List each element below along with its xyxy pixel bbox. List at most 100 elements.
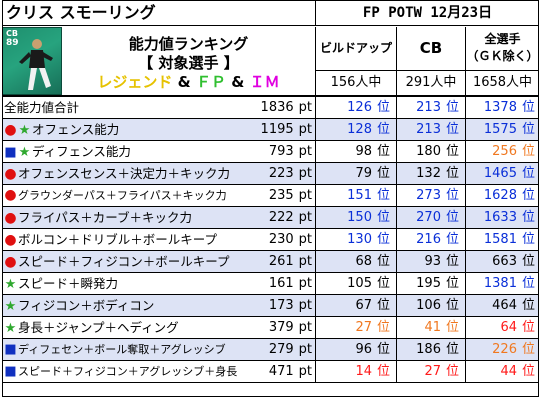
rank-buildup: 96 位 [315,339,396,360]
points-value: 161 [268,276,294,291]
points-value: 279 [268,342,294,357]
rank-value: 132 [416,166,441,181]
defense-square-icon: ■ [4,342,17,357]
row-label-text: オフェンス能力 [32,122,120,137]
rank-unit: 位 [376,364,390,379]
rank-buildup: 27 位 [315,317,396,338]
rank-value: 1633 [483,210,517,225]
row-label: ●スピード＋フィジコン＋ボールキープ [4,251,260,272]
table-row: ● ★ オフェンス能力 1195 pt 128 位 213 位 1575 位 [2,119,539,141]
table-row: ★ フィジコン＋ボディコン 173 pt 67 位 106 位 464 位 [2,295,539,317]
row-label-text: 全能力値合計 [4,100,80,115]
points-value: 222 [268,210,294,225]
rank-value: 105 [347,276,372,291]
column-header-all: 全選手 （ＧＫ除く） [465,27,539,70]
category-im: ＩＭ [249,73,280,91]
column-count-all: 1658人中 [465,70,539,95]
row-points: 223 pt [260,163,315,184]
column-count-cb: 291人中 [396,70,465,95]
rank-cb: 41 位 [396,317,465,338]
row-label-text: ディフェンス能力 [32,144,131,159]
rank-value: 1465 [483,166,517,181]
rank-value: 128 [347,122,372,137]
row-label-text: フィジコン＋ボディコン [18,298,155,313]
rank-buildup: 79 位 [315,163,396,184]
rank-buildup: 98 位 [315,141,396,162]
rank-unit: 位 [521,188,535,203]
points-value: 379 [268,320,294,335]
rank-all: 1465 位 [465,163,539,184]
rank-value: 663 [492,254,517,269]
rank-value: 180 [416,144,441,159]
points-value: 173 [268,298,294,313]
points-unit: pt [298,188,312,203]
row-label: ■スピード＋フィジコン＋アグレッシブ＋身長 [4,361,260,382]
star-icon: ★ [4,277,17,292]
row-label-text: ディフェセン＋ボール奪取＋アグレッシブ [18,343,226,356]
table-row: ●オフェンスセンス＋決定力＋キック力 223 pt 79 位 132 位 1465 位 [2,163,539,185]
points-unit: pt [298,166,312,181]
rank-cb: 186 位 [396,339,465,360]
player-card-image: CB 89 [2,27,62,95]
rank-unit: 位 [445,144,459,159]
rank-value: 464 [492,298,517,313]
rank-unit: 位 [521,320,535,335]
column-header-all-line2: （ＧＫ除く） [466,49,539,63]
target-categories: レジェンド & ＦＰ & ＩＭ [62,71,315,92]
rank-buildup: 105 位 [315,273,396,294]
offense-dot-icon: ● [4,187,17,203]
points-unit: pt [298,298,312,313]
offense-dot-icon: ● [4,122,17,138]
rank-value: 126 [347,100,372,115]
rank-unit: 位 [445,210,459,225]
rank-buildup: 151 位 [315,185,396,206]
rank-unit: 位 [521,122,535,137]
rank-value: 256 [492,144,517,159]
points-unit: pt [298,364,312,379]
player-name: クリス スモーリング [2,0,315,26]
table-row: 全能力値合計 1836 pt 126 位 213 位 1378 位 [2,97,539,119]
rank-unit: 位 [521,298,535,313]
rank-all: 1378 位 [465,97,539,118]
points-unit: pt [298,210,312,225]
rank-value: 1378 [483,100,517,115]
rank-unit: 位 [376,100,390,115]
rank-all: 663 位 [465,251,539,272]
rank-unit: 位 [376,188,390,203]
star-icon: ★ [4,321,17,336]
rank-cb: 270 位 [396,207,465,228]
row-label: ●グラウンダーパス＋フライパス＋キック力 [4,185,260,206]
column-header-all-line1: 全選手 [484,32,521,46]
rank-value: 270 [416,210,441,225]
row-label-text: ボルコン＋ドリブル＋ボールキープ [18,232,218,247]
rank-cb: 27 位 [396,361,465,382]
rank-unit: 位 [521,232,535,247]
star-icon: ★ [4,299,17,314]
points-value: 793 [268,144,294,159]
column-count-buildup: 156人中 [315,70,396,95]
rank-value: 79 [355,166,372,181]
rank-buildup: 67 位 [315,295,396,316]
rank-value: 226 [492,342,517,357]
row-points: 279 pt [260,339,315,360]
points-unit: pt [298,232,312,247]
row-label-text: 身長＋ジャンプ＋ヘディング [18,320,179,335]
row-label-text: スピード＋瞬発力 [18,276,119,291]
rank-value: 213 [416,122,441,137]
points-unit: pt [298,254,312,269]
rank-unit: 位 [521,254,535,269]
rank-unit: 位 [376,144,390,159]
rank-unit: 位 [376,320,390,335]
rank-unit: 位 [521,364,535,379]
offense-dot-icon: ● [4,232,17,248]
rank-buildup: 14 位 [315,361,396,382]
rank-all: 1628 位 [465,185,539,206]
rank-unit: 位 [521,100,535,115]
rank-value: 1581 [483,232,517,247]
rank-unit: 位 [376,276,390,291]
rank-buildup: 128 位 [315,119,396,140]
row-points: 235 pt [260,185,315,206]
rank-unit: 位 [376,342,390,357]
table-row: ■ディフェセン＋ボール奪取＋アグレッシブ 279 pt 96 位 186 位 226 位 [2,339,539,361]
